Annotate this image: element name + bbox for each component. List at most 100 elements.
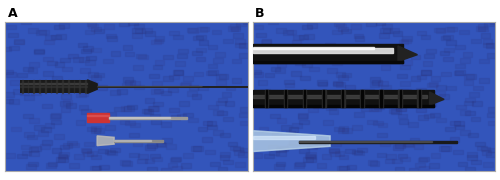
Bar	[61, 94, 71, 99]
Bar	[338, 166, 347, 171]
Bar	[28, 147, 38, 152]
Bar	[213, 130, 222, 135]
Bar	[124, 106, 134, 111]
Bar	[308, 94, 318, 99]
Bar	[456, 70, 465, 75]
Bar	[416, 88, 426, 92]
Bar	[290, 140, 299, 145]
Bar	[12, 89, 22, 94]
Bar	[28, 68, 38, 73]
Bar	[78, 42, 87, 47]
Bar	[298, 114, 308, 119]
Bar	[233, 33, 243, 38]
Bar	[135, 29, 145, 33]
Bar	[446, 40, 456, 45]
Bar	[484, 21, 494, 26]
Bar	[56, 34, 66, 39]
Bar	[326, 57, 336, 62]
Bar	[402, 89, 411, 93]
Bar	[400, 157, 409, 161]
Bar	[268, 20, 278, 24]
Bar	[41, 127, 51, 132]
Bar	[307, 23, 316, 28]
Bar	[46, 163, 56, 168]
Bar	[478, 24, 488, 29]
Bar	[306, 152, 316, 156]
Bar	[398, 90, 402, 107]
Bar	[308, 107, 318, 112]
Bar	[465, 111, 474, 115]
Bar	[206, 122, 216, 126]
Bar	[338, 155, 348, 159]
Bar	[292, 40, 302, 44]
Bar	[486, 43, 496, 48]
Bar	[396, 106, 406, 111]
Bar	[208, 64, 218, 68]
Bar	[202, 121, 212, 125]
Bar	[294, 163, 304, 168]
Bar	[54, 134, 64, 139]
Bar	[377, 132, 386, 137]
Bar	[288, 144, 297, 149]
Bar	[152, 157, 162, 161]
Bar	[416, 108, 426, 112]
Bar	[336, 72, 345, 77]
Bar	[339, 166, 349, 170]
Bar	[368, 160, 377, 165]
Bar	[58, 158, 68, 162]
Bar	[390, 28, 400, 33]
Bar	[168, 88, 178, 92]
Bar	[176, 114, 186, 118]
Bar	[188, 85, 198, 90]
Bar	[169, 31, 179, 35]
Bar	[284, 83, 294, 87]
Bar	[330, 46, 340, 51]
Bar	[410, 138, 420, 143]
Bar	[240, 107, 250, 112]
Bar	[136, 54, 146, 58]
Bar	[460, 110, 470, 115]
Bar	[334, 21, 344, 26]
Bar	[206, 150, 215, 154]
Bar	[420, 166, 429, 170]
Bar	[11, 127, 21, 131]
Bar	[170, 158, 180, 162]
Bar	[290, 104, 300, 108]
Bar	[256, 99, 266, 104]
Bar	[420, 35, 430, 39]
Bar	[256, 46, 266, 50]
Bar	[56, 157, 66, 162]
Bar	[138, 154, 148, 159]
Bar	[73, 57, 83, 62]
Bar	[26, 164, 36, 168]
Bar	[468, 133, 477, 138]
Bar	[122, 45, 132, 50]
Bar	[252, 47, 374, 49]
Bar	[306, 158, 316, 162]
Bar	[235, 39, 245, 44]
Bar	[380, 65, 390, 70]
Bar	[114, 140, 162, 142]
Bar	[401, 102, 410, 106]
Bar	[60, 102, 70, 106]
Bar	[162, 138, 172, 143]
Bar	[276, 28, 285, 33]
Bar	[278, 91, 288, 95]
Bar	[169, 75, 179, 79]
Bar	[120, 120, 130, 124]
Bar	[370, 161, 379, 166]
Bar	[399, 119, 408, 124]
Bar	[444, 35, 453, 39]
Bar	[436, 28, 446, 33]
Bar	[360, 90, 364, 107]
Bar	[454, 125, 464, 129]
Bar	[380, 33, 389, 38]
Bar	[213, 58, 222, 63]
Bar	[88, 82, 98, 87]
Bar	[85, 80, 86, 93]
Bar	[336, 24, 345, 28]
Bar	[318, 82, 328, 86]
Bar	[460, 58, 470, 63]
Bar	[192, 51, 202, 55]
Bar	[156, 143, 166, 147]
